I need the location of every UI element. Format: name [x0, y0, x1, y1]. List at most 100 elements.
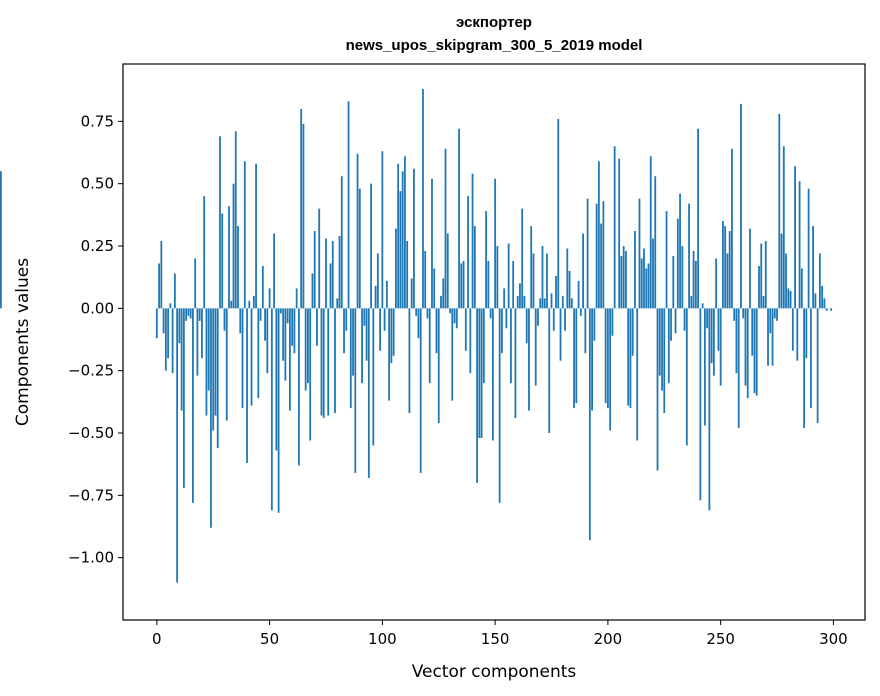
bar: [349, 308, 352, 409]
bar: [663, 308, 666, 414]
bar: [446, 233, 449, 309]
bar: [363, 308, 366, 326]
bar: [300, 108, 303, 309]
bar: [800, 268, 803, 309]
bar: [180, 308, 183, 411]
bar: [500, 308, 503, 354]
bar: [467, 196, 469, 309]
bar: [557, 118, 560, 309]
bar: [449, 308, 451, 314]
bar: [298, 308, 300, 466]
bar: [482, 308, 485, 384]
bar: [681, 246, 684, 309]
bar: [751, 308, 754, 356]
bar: [338, 236, 341, 309]
bar: [189, 308, 192, 319]
bar: [636, 308, 639, 441]
bar: [343, 308, 345, 354]
bar: [327, 308, 330, 416]
bar: [401, 171, 404, 309]
bar: [577, 280, 580, 309]
bar: [805, 308, 808, 359]
bar: [638, 198, 641, 309]
bar: [830, 308, 833, 311]
bar: [649, 156, 652, 309]
bar: [782, 146, 785, 309]
bar: [595, 203, 598, 309]
bar: [365, 308, 368, 361]
bar: [385, 280, 388, 309]
bar: [523, 295, 526, 309]
y-axis-ticks: −1.00 −0.75 −0.50 −0.25 0.00 0.25 0.50 0.75: [68, 112, 123, 567]
bar: [367, 308, 370, 478]
bar: [740, 103, 742, 309]
bar: [458, 128, 460, 309]
bar: [478, 308, 481, 438]
x-axis-ticks: 0 50 100 150 200 250 300: [152, 620, 848, 648]
x-axis-label: Vector components: [412, 662, 577, 682]
bar: [710, 308, 713, 364]
bar: [760, 243, 763, 309]
bar: [469, 308, 472, 374]
plot-frame: [122, 63, 866, 621]
bar: [318, 208, 321, 309]
bar: [767, 308, 769, 366]
bar: [625, 251, 627, 309]
bar: [771, 308, 774, 366]
bar: [491, 308, 494, 441]
bar: [243, 161, 246, 309]
bar: [537, 308, 539, 326]
bar: [196, 308, 199, 376]
bar: [688, 203, 690, 309]
bar: [543, 298, 546, 309]
bar: [354, 308, 357, 473]
bar: [573, 308, 575, 409]
bar: [769, 308, 772, 334]
bar: [609, 308, 612, 431]
bar: [717, 308, 720, 351]
bar: [397, 163, 400, 309]
bar: [198, 308, 201, 321]
bar: [764, 241, 767, 309]
bar: [232, 183, 235, 309]
bar: [176, 308, 179, 583]
bar: [250, 308, 253, 406]
bar: [309, 308, 312, 441]
bar: [194, 258, 197, 309]
bar: [234, 131, 237, 309]
bar: [516, 295, 519, 309]
bar: [552, 308, 555, 331]
bar: [798, 181, 801, 309]
bar: [270, 308, 273, 511]
bar: [313, 231, 316, 309]
bar: [214, 308, 217, 416]
bar: [453, 308, 456, 324]
y-tick-label: 0.50: [81, 175, 114, 193]
bar: [167, 308, 169, 359]
bar: [352, 308, 354, 376]
bar: [473, 226, 476, 309]
bar: [158, 263, 160, 309]
bar: [282, 308, 285, 361]
bar: [340, 176, 343, 309]
bars-group: [0, 88, 833, 583]
bar: [413, 168, 415, 309]
bar: [744, 308, 747, 386]
bar: [582, 233, 584, 309]
bar: [733, 308, 736, 321]
bar: [331, 241, 334, 309]
bar: [496, 246, 499, 309]
bar: [807, 188, 810, 309]
bar: [399, 191, 402, 309]
bar: [568, 270, 571, 309]
y-tick-label: 0.25: [81, 237, 114, 255]
bar: [205, 308, 208, 416]
bar: [442, 278, 445, 309]
bar: [676, 218, 679, 309]
bar: [561, 295, 564, 309]
bar: [697, 128, 699, 309]
bar: [424, 251, 427, 309]
bar: [658, 308, 661, 376]
bar: [773, 308, 776, 319]
